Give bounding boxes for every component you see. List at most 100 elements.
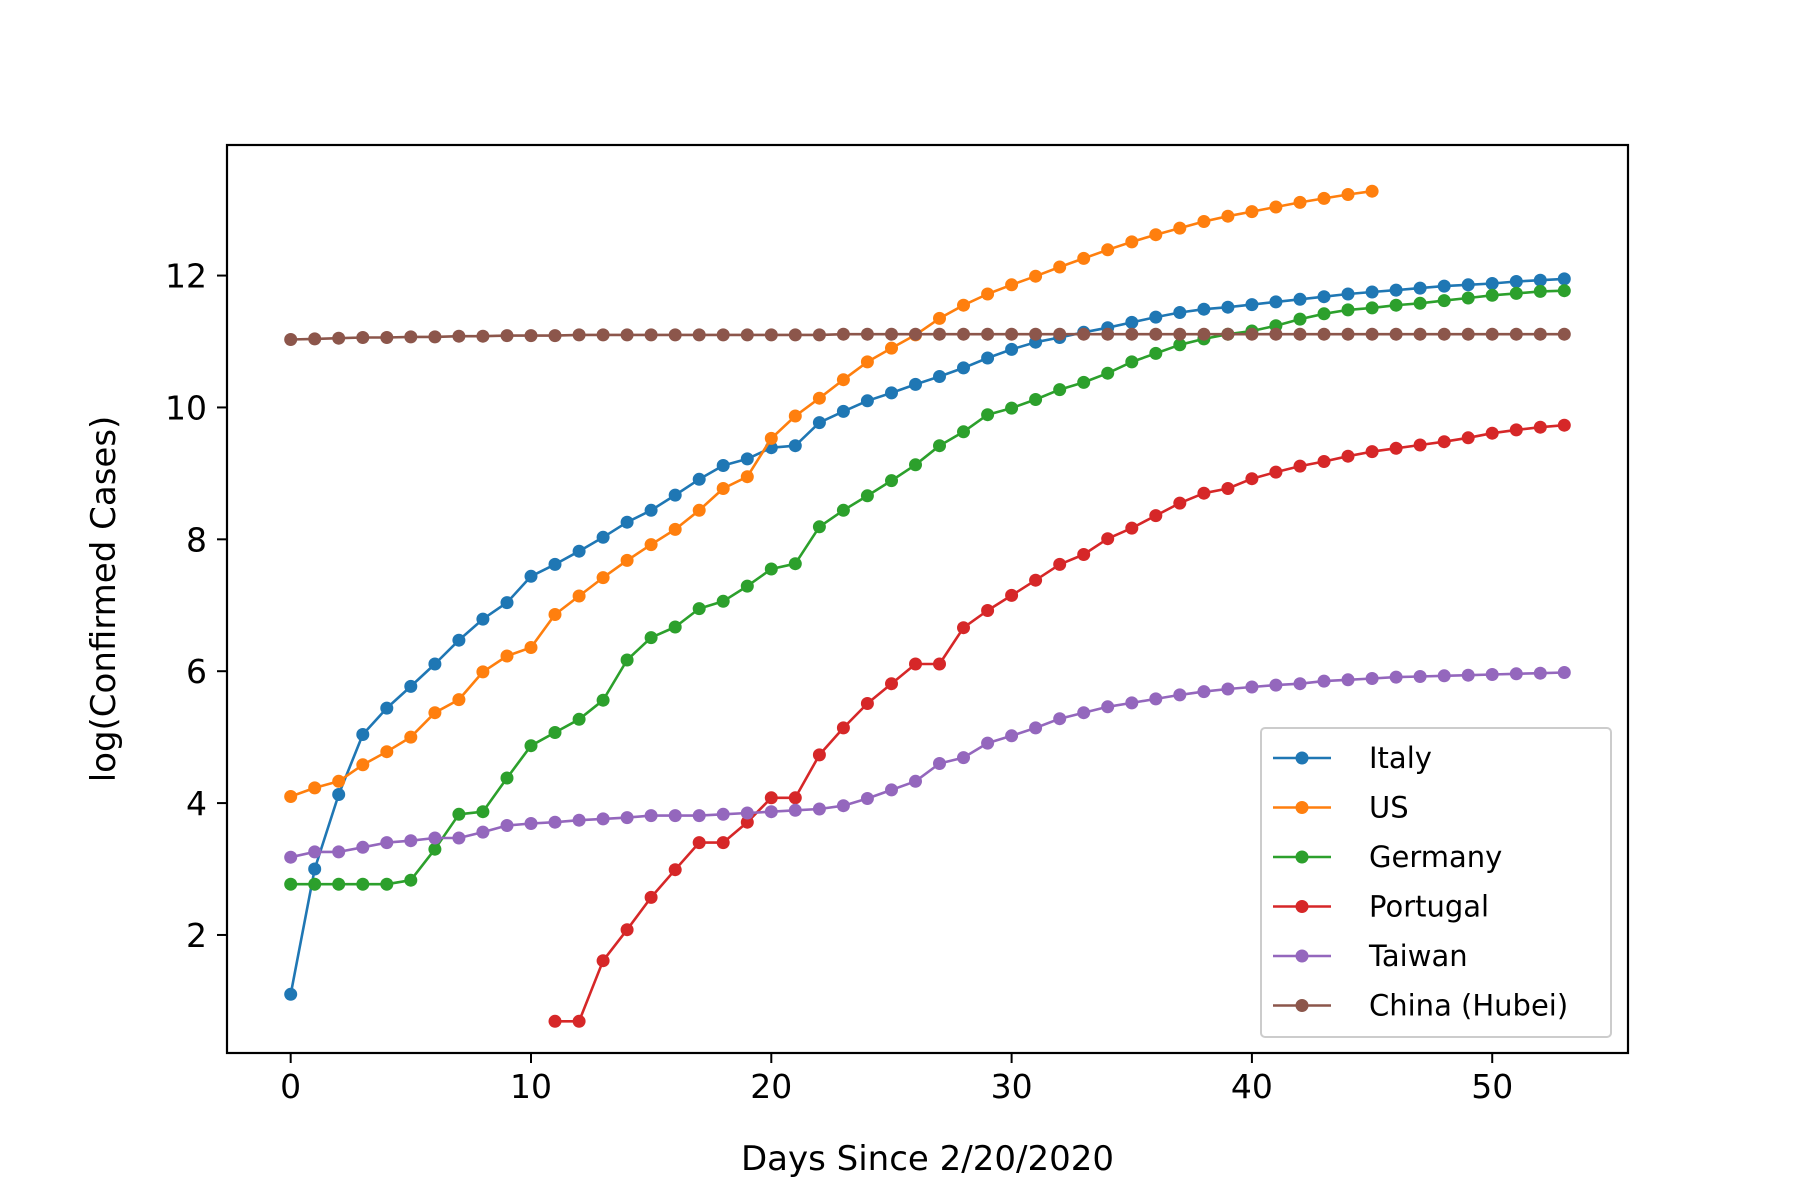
data-point [476, 329, 490, 343]
data-point [812, 328, 826, 342]
data-point [1341, 673, 1355, 687]
data-point [909, 327, 922, 341]
data-point [356, 331, 370, 344]
data-point [476, 805, 490, 819]
data-point [1197, 685, 1211, 699]
y-axis-label: log(Confirmed Cases) [84, 416, 124, 783]
data-point [957, 298, 970, 312]
data-point [1317, 307, 1331, 321]
data-point [1533, 420, 1547, 434]
data-point [524, 569, 538, 583]
data-point [716, 459, 730, 472]
legend-item: Taiwan [1273, 939, 1468, 973]
data-point [740, 452, 754, 466]
data-point [284, 987, 298, 1001]
data-point [1125, 235, 1139, 249]
data-point [1509, 423, 1523, 437]
data-point [1533, 284, 1547, 298]
data-point [1557, 418, 1571, 432]
data-point [404, 730, 418, 744]
data-point [1557, 272, 1571, 286]
data-point [692, 836, 706, 850]
legend-item: China (Hubei) [1273, 989, 1568, 1023]
data-point [1293, 292, 1307, 306]
y-tick-label: 10 [165, 388, 207, 427]
data-point [404, 834, 418, 848]
data-point [957, 327, 970, 341]
data-point [1557, 327, 1571, 341]
data-point [428, 831, 442, 845]
data-point [1317, 455, 1331, 468]
data-point [764, 791, 778, 805]
series-us [284, 184, 1379, 803]
data-point [812, 748, 826, 762]
data-point [548, 557, 562, 571]
data-point [1245, 327, 1259, 341]
data-point [452, 633, 466, 647]
data-point [788, 328, 802, 342]
data-point [284, 790, 298, 803]
data-point [1317, 191, 1331, 205]
data-point [668, 809, 682, 823]
data-point [1101, 366, 1115, 380]
data-point [812, 802, 826, 816]
data-point [1437, 294, 1451, 308]
data-point [1077, 548, 1091, 561]
data-point [1149, 346, 1163, 360]
data-point [1341, 327, 1355, 341]
data-point [1053, 327, 1067, 341]
data-point [1125, 521, 1139, 535]
data-point [1365, 184, 1379, 198]
data-point [572, 328, 586, 342]
data-point [692, 809, 706, 823]
data-point [1173, 338, 1187, 352]
data-point [1413, 438, 1427, 452]
data-point [1557, 666, 1571, 679]
data-point [1029, 721, 1043, 735]
data-point [1317, 674, 1331, 688]
data-point [1029, 269, 1043, 283]
data-point [620, 515, 634, 529]
data-point [308, 781, 322, 795]
y-tick-label: 2 [186, 916, 207, 955]
data-point [1221, 209, 1235, 223]
data-point [788, 557, 802, 571]
data-point [596, 530, 610, 544]
data-point [356, 728, 370, 741]
data-point [836, 373, 850, 387]
data-point [812, 391, 826, 405]
data-point [572, 544, 586, 558]
data-point [740, 470, 754, 484]
data-point [1437, 669, 1451, 683]
x-tick-label: 50 [1471, 1067, 1513, 1106]
data-point [548, 329, 562, 343]
legend-marker [1295, 949, 1309, 963]
data-point [860, 792, 874, 805]
data-point [1125, 327, 1139, 341]
data-point [957, 425, 970, 439]
data-point [524, 329, 538, 343]
data-point [740, 328, 754, 342]
data-point [1533, 666, 1547, 680]
data-point [860, 489, 874, 503]
data-point [836, 404, 850, 418]
data-point [428, 330, 442, 344]
data-point [1461, 291, 1475, 305]
data-point [500, 649, 514, 663]
x-tick-label: 0 [280, 1067, 301, 1106]
data-point [1365, 285, 1379, 299]
data-point [524, 817, 538, 830]
data-point [716, 594, 730, 608]
data-point [1293, 327, 1307, 341]
data-point [572, 712, 586, 726]
data-point [716, 807, 730, 821]
data-point [308, 877, 322, 891]
data-point [1077, 375, 1091, 389]
y-tick-label: 4 [186, 784, 207, 823]
data-point [644, 809, 658, 823]
data-point [1413, 327, 1427, 341]
data-point [1437, 435, 1451, 449]
data-point [740, 815, 754, 829]
data-point [885, 327, 898, 341]
data-point [836, 799, 850, 813]
